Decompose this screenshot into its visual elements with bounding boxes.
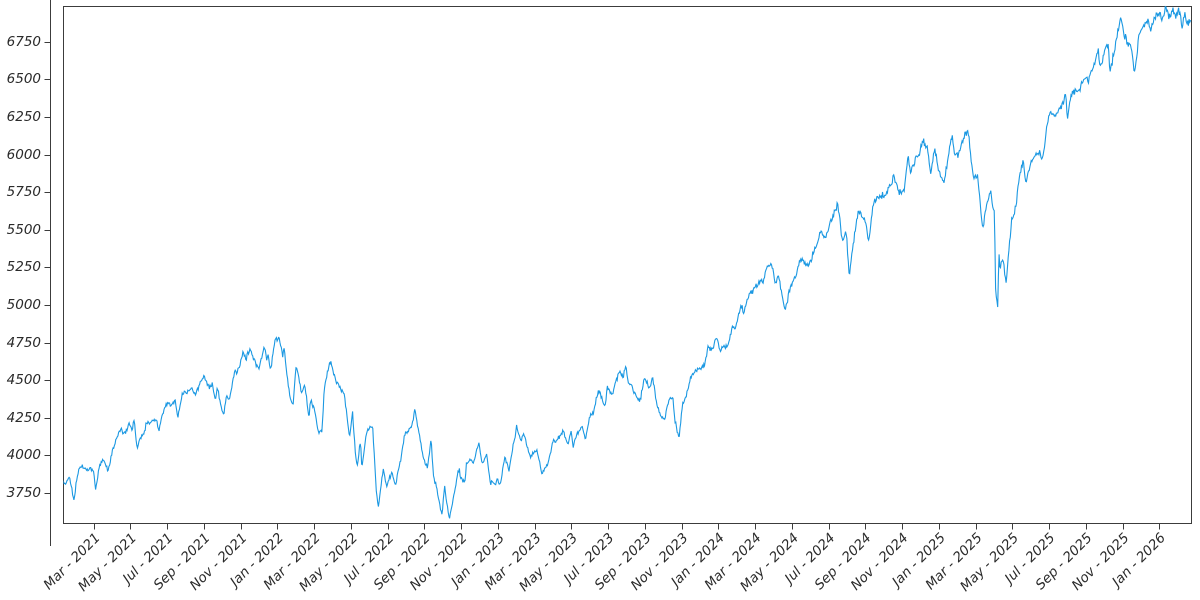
series-layer [63,5,1192,519]
price-line-series [63,5,1192,519]
axes-layer [44,0,1192,546]
plot-border [63,6,1192,524]
